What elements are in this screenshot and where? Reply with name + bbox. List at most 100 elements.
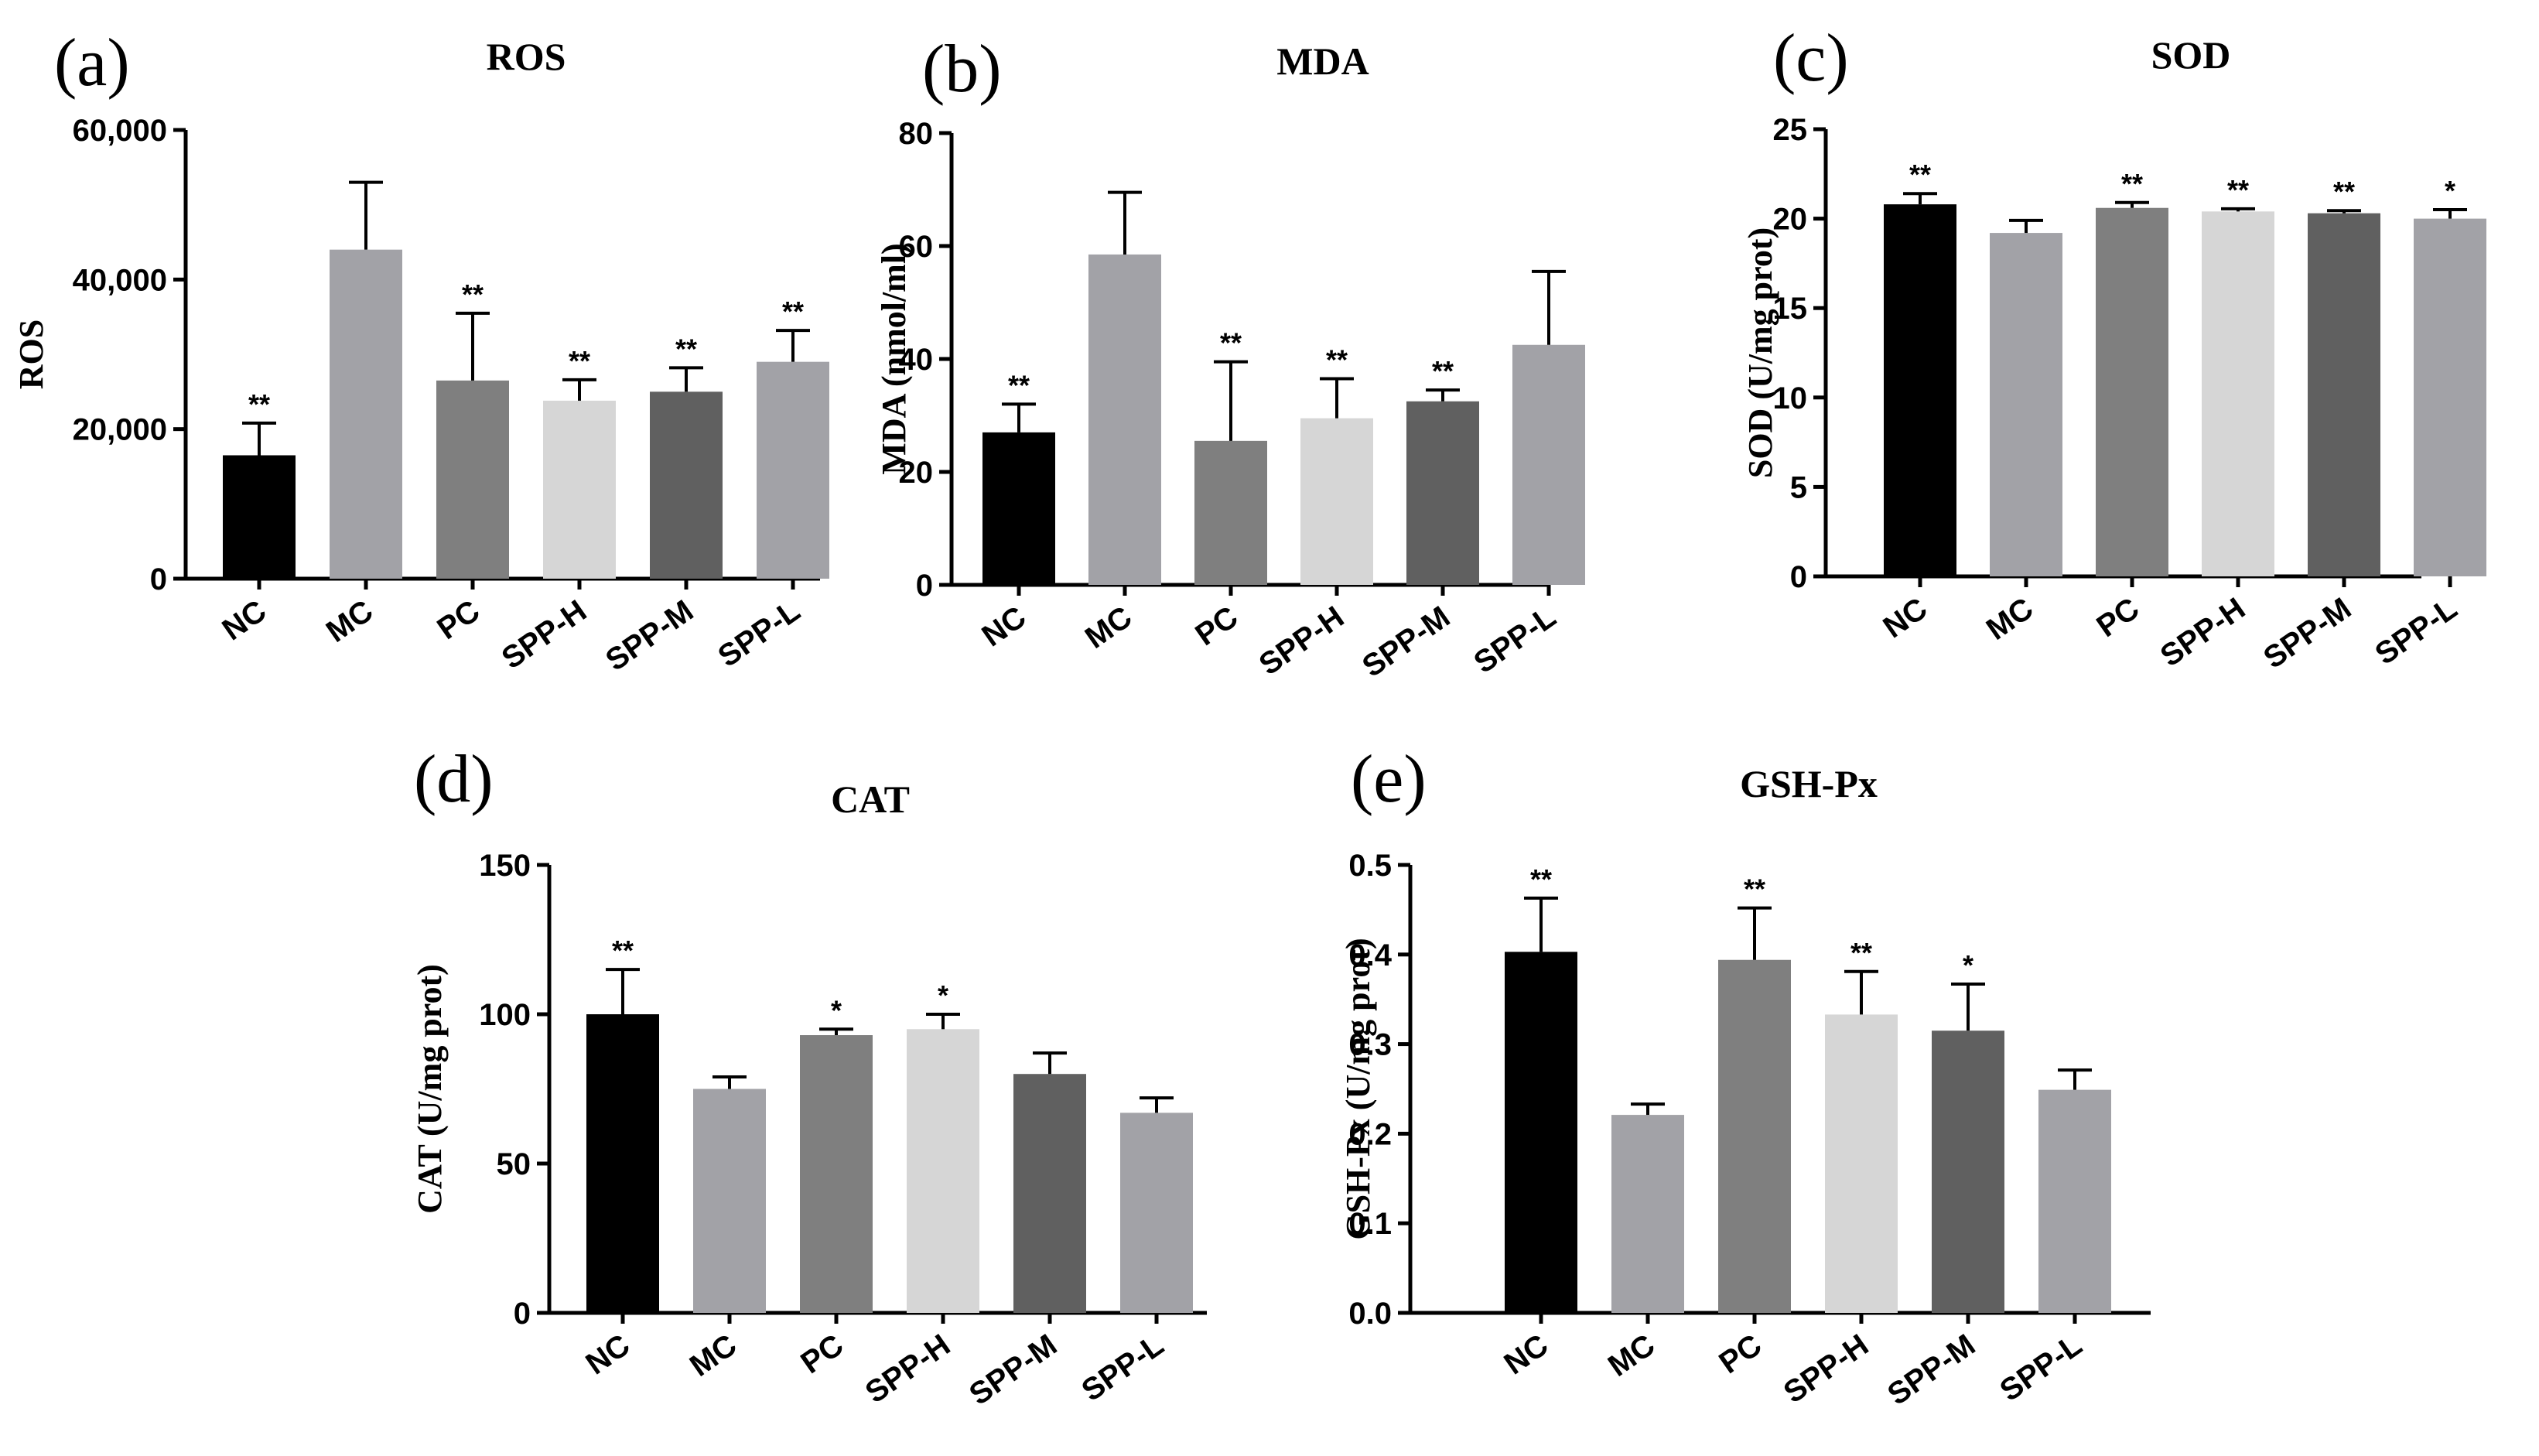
bar-nc: [223, 455, 296, 579]
bar-nc: [982, 432, 1055, 585]
category-label: NC: [976, 600, 1033, 653]
bar-spp-l: [1512, 344, 1585, 585]
bar-mc: [1611, 1115, 1684, 1313]
y-tick-label: 25: [1773, 113, 1808, 147]
bar-spp-h: [907, 1029, 979, 1313]
y-tick-label: 0.0: [1348, 1297, 1392, 1331]
category-label: SPP-H: [1253, 600, 1350, 682]
significance-mark: **: [462, 279, 484, 310]
y-tick-label: 0: [916, 569, 933, 603]
chart-panel-0: (a) ROS ROS 0 20,000 40,000 60,000 ** NC MC ** PC **…: [12, 26, 829, 678]
y-axis-label: ROS: [12, 320, 50, 389]
significance-mark: **: [569, 345, 590, 377]
y-tick-label: 0: [1790, 560, 1807, 594]
category-label: PC: [2090, 591, 2145, 644]
significance-mark: **: [1432, 355, 1454, 387]
y-tick-label: 15: [1773, 292, 1808, 326]
y-tick-label: 5: [1790, 470, 1807, 504]
category-label: SPP-M: [1881, 1328, 1981, 1412]
bar-nc: [1505, 952, 1577, 1313]
y-tick-label: 0.1: [1348, 1207, 1392, 1241]
significance-mark: **: [612, 935, 634, 966]
bar-spp-m: [1013, 1074, 1086, 1313]
category-label: MC: [684, 1328, 743, 1383]
panel-letter: (c): [1773, 21, 1849, 96]
category-label: MC: [1980, 591, 2039, 647]
chart-title: GSH-Px: [1740, 762, 1878, 805]
bar-spp-m: [1932, 1030, 2004, 1313]
y-tick-label: 60,000: [73, 114, 167, 148]
significance-mark: **: [1220, 327, 1242, 359]
y-tick-label: 0.3: [1348, 1028, 1392, 1062]
y-tick-label: 60: [899, 230, 934, 264]
y-tick-label: 0: [514, 1297, 531, 1331]
chart-panel-4: (e) GSH-Px GSH-Px (U/mg prot) 0.0 0.1 0.2 0.3 0…: [1339, 742, 2151, 1412]
chart-panel-1: (b) MDA MDA (nmol/ml) 0 20 40 60 80 ** NC MC ** PC **…: [875, 32, 1585, 684]
bar-spp-m: [1406, 401, 1479, 585]
category-label: PC: [1713, 1328, 1768, 1380]
y-tick-label: 0.5: [1348, 849, 1392, 883]
category-label: SPP-L: [1468, 600, 1562, 680]
y-tick-label: 20: [1773, 203, 1808, 237]
category-label: SPP-M: [963, 1328, 1063, 1412]
category-label: PC: [1189, 600, 1244, 652]
bar-pc: [1194, 440, 1267, 585]
category-label: SPP-M: [1356, 600, 1456, 684]
y-tick-label: 40,000: [73, 263, 167, 297]
significance-mark: **: [675, 333, 697, 364]
significance-mark: **: [1530, 863, 1552, 895]
panel-letter: (e): [1351, 742, 1427, 817]
y-axis-label: CAT (U/mg prot): [411, 964, 449, 1214]
category-label: SPP-H: [859, 1328, 956, 1410]
category-label: MC: [1079, 600, 1138, 655]
significance-mark: **: [1326, 344, 1348, 376]
y-tick-label: 0.4: [1348, 938, 1392, 972]
significance-mark: **: [1909, 159, 1931, 190]
category-label: NC: [580, 1328, 637, 1381]
y-tick-label: 50: [497, 1147, 531, 1181]
bar-spp-h: [1825, 1014, 1898, 1313]
significance-mark: *: [1963, 949, 1973, 981]
significance-mark: **: [782, 296, 804, 327]
bar-pc: [800, 1035, 873, 1313]
bar-spp-h: [2202, 211, 2274, 576]
significance-mark: *: [2445, 175, 2455, 207]
significance-mark: **: [2121, 168, 2143, 200]
y-axis-label: GSH-Px (U/mg prot): [1339, 938, 1377, 1239]
category-label: NC: [217, 593, 273, 647]
y-tick-label: 20: [899, 456, 934, 490]
chart-title: CAT: [831, 778, 910, 821]
panel-letter: (a): [54, 26, 130, 101]
significance-mark: *: [938, 979, 948, 1011]
category-label: SPP-H: [1778, 1328, 1874, 1410]
panel-letter: (b): [922, 32, 1002, 107]
significance-mark: **: [1008, 369, 1030, 401]
y-tick-label: 0: [150, 562, 167, 596]
bar-spp-m: [650, 391, 723, 579]
bar-spp-l: [1120, 1113, 1193, 1313]
category-label: PC: [795, 1328, 849, 1380]
significance-mark: **: [2333, 176, 2355, 207]
significance-mark: **: [1850, 937, 1872, 969]
y-tick-label: 0.2: [1348, 1117, 1392, 1151]
y-tick-label: 100: [479, 998, 531, 1032]
bar-pc: [436, 380, 509, 579]
chart-title: MDA: [1276, 39, 1369, 83]
significance-mark: **: [2227, 174, 2249, 206]
y-tick-label: 10: [1773, 381, 1808, 415]
significance-mark: **: [1744, 873, 1765, 905]
bar-spp-l: [2038, 1089, 2111, 1313]
y-axis-label: SOD (U/mg prot): [1741, 227, 1779, 478]
category-label: SPP-L: [2369, 591, 2463, 672]
category-label: MC: [1602, 1328, 1661, 1383]
bar-mc: [1088, 254, 1161, 585]
chart-title: SOD: [2151, 33, 2231, 77]
category-label: NC: [1498, 1328, 1555, 1381]
significance-mark: *: [831, 994, 842, 1026]
bar-pc: [1718, 959, 1791, 1313]
category-label: SPP-M: [600, 593, 699, 678]
bar-mc: [330, 249, 402, 579]
chart-panel-2: (c) SOD SOD (U/mg prot) 0 5 10 15 20 25 ** NC MC ** P…: [1741, 21, 2486, 675]
category-label: SPP-H: [496, 593, 593, 675]
